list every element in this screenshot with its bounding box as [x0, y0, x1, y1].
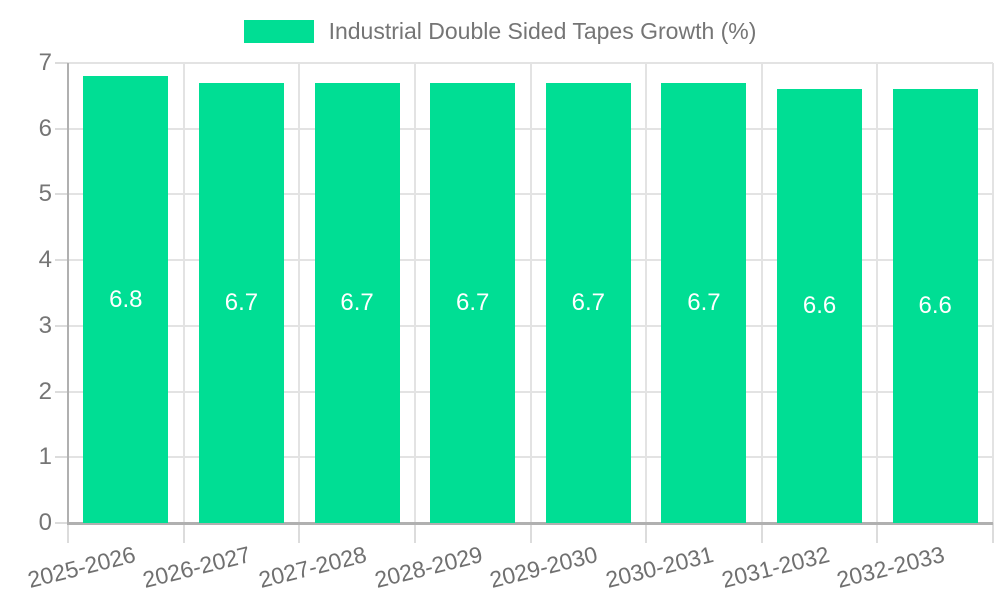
x-axis-tick-label: 2031-2032 — [718, 541, 832, 593]
x-axis-spine — [67, 522, 993, 525]
x-axis-tick-label: 2028-2029 — [371, 541, 485, 593]
y-axis-tick — [55, 62, 68, 64]
y-axis-tick-label: 3 — [38, 311, 52, 339]
y-axis-tick-label: 7 — [38, 49, 52, 76]
v-gridline — [529, 63, 532, 523]
y-axis-tick-label: 0 — [38, 509, 52, 536]
bar-value-label: 6.7 — [687, 288, 721, 316]
v-gridline — [992, 63, 994, 523]
bar-value-label: 6.7 — [224, 288, 259, 316]
x-axis-tick-label: 2032-2033 — [834, 541, 948, 593]
bar — [545, 82, 631, 523]
bar-value-label: 6.7 — [340, 288, 374, 316]
v-gridline — [645, 63, 648, 523]
y-axis-tick-label: 6 — [38, 114, 52, 142]
x-axis-tick-label: 2029-2030 — [487, 541, 601, 593]
x-axis-tick-label: 2026-2027 — [140, 541, 254, 593]
bar — [198, 82, 284, 523]
bar-value-label: 6.6 — [802, 292, 837, 320]
y-axis-tick-label: 4 — [38, 246, 52, 274]
y-axis-tick — [55, 522, 68, 524]
x-axis-tick — [876, 523, 879, 543]
v-gridline — [760, 63, 763, 523]
legend: Industrial Double Sided Tapes Growth (%) — [0, 18, 1000, 45]
y-axis-tick — [55, 127, 68, 130]
bar — [314, 82, 400, 523]
bar-value-label: 6.7 — [571, 288, 605, 316]
v-gridline — [876, 63, 879, 523]
x-axis-tick-label: 2027-2028 — [256, 541, 370, 593]
x-axis-tick — [298, 523, 301, 543]
x-axis-tick — [67, 523, 69, 543]
v-gridline — [413, 63, 416, 523]
x-axis-tick — [182, 523, 185, 543]
bar — [430, 82, 516, 523]
legend-label: Industrial Double Sided Tapes Growth (%) — [328, 18, 757, 44]
v-gridline — [298, 63, 301, 523]
y-axis-tick — [55, 456, 68, 459]
x-axis-tick — [760, 523, 763, 543]
bar — [777, 89, 863, 523]
y-axis-tick-label: 5 — [38, 180, 52, 208]
bar-value-label: 6.6 — [918, 292, 952, 320]
bar — [83, 76, 169, 523]
y-axis-tick — [55, 193, 68, 196]
y-axis-tick — [55, 324, 68, 327]
y-axis-tick-label: 2 — [38, 377, 52, 405]
bar — [892, 89, 978, 523]
y-axis-tick — [55, 259, 68, 262]
x-axis-tick — [529, 523, 532, 543]
y-axis-spine — [67, 63, 69, 523]
v-gridline — [182, 63, 185, 523]
x-axis-tick-label: 2030-2031 — [602, 541, 716, 593]
x-axis-tick-label: 2025-2026 — [24, 541, 138, 593]
y-axis-tick — [55, 390, 68, 393]
bar-value-label: 6.7 — [456, 288, 490, 316]
bar-value-label: 6.8 — [109, 285, 143, 313]
y-axis-tick-label: 1 — [38, 443, 52, 471]
x-axis-tick — [413, 523, 416, 543]
x-axis-tick — [645, 523, 648, 543]
bar — [661, 82, 747, 523]
legend-swatch — [243, 20, 314, 43]
x-axis-tick — [992, 523, 994, 543]
